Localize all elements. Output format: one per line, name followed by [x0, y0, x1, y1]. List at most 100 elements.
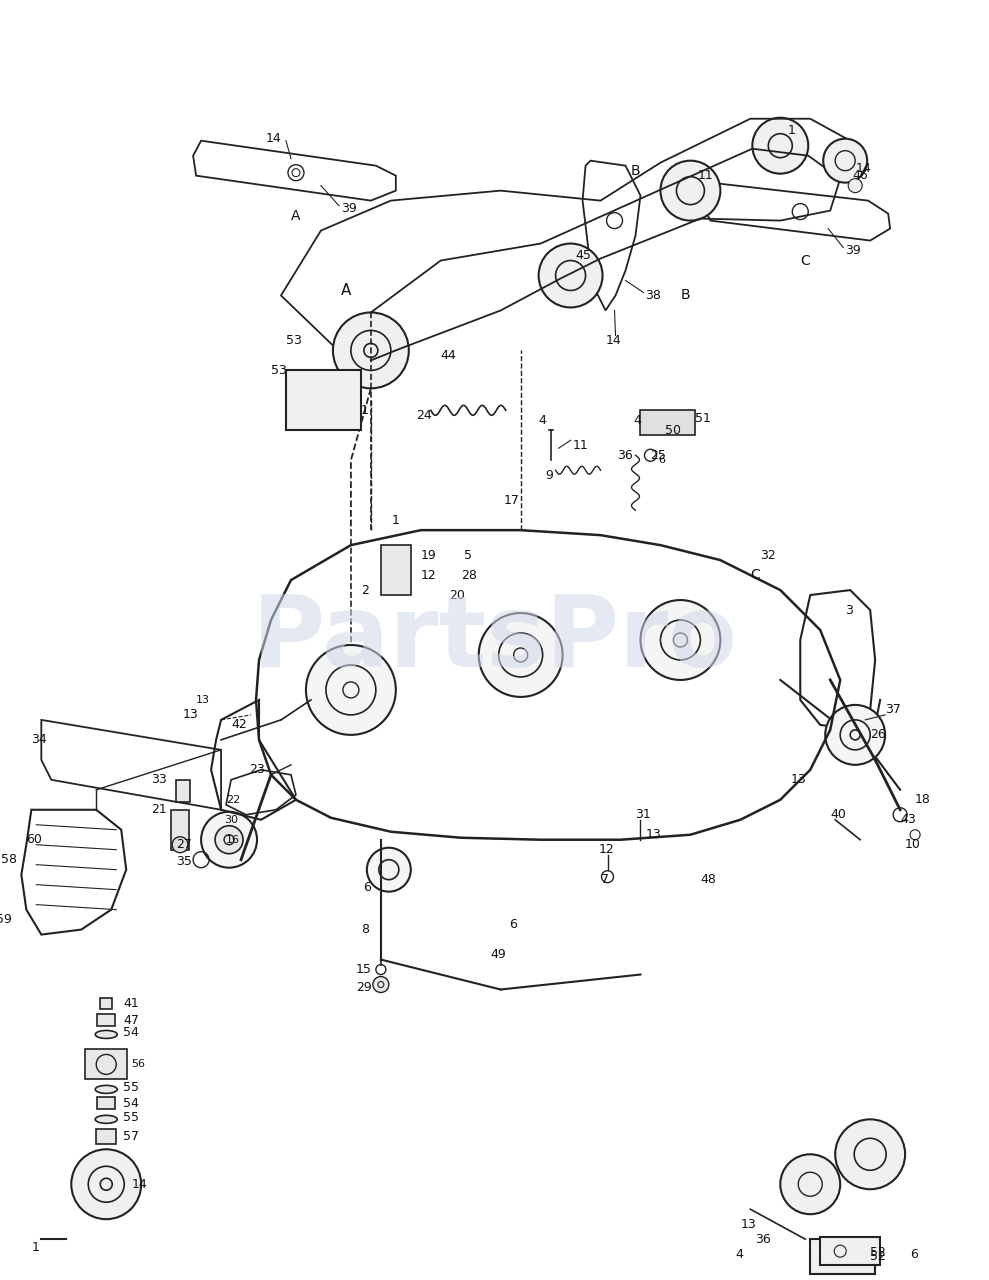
Circle shape: [172, 837, 188, 852]
Circle shape: [306, 645, 396, 735]
Bar: [97, 1097, 116, 1110]
Text: 47: 47: [124, 1014, 139, 1027]
Text: 35: 35: [176, 855, 192, 868]
Circle shape: [333, 312, 408, 388]
Text: 38: 38: [646, 289, 662, 302]
Text: C: C: [751, 568, 761, 582]
Circle shape: [836, 1119, 905, 1189]
Circle shape: [539, 243, 602, 307]
Text: 11: 11: [573, 439, 588, 452]
Text: 6: 6: [363, 881, 371, 895]
Text: 36: 36: [617, 449, 633, 462]
Text: 51: 51: [695, 412, 711, 425]
Bar: [176, 780, 190, 801]
Text: 55: 55: [124, 1080, 139, 1094]
Text: 42: 42: [231, 718, 247, 731]
Text: 27: 27: [176, 838, 192, 851]
Bar: [85, 1050, 128, 1079]
Text: 57: 57: [124, 1130, 139, 1143]
Text: 18: 18: [915, 794, 931, 806]
Text: 4: 4: [736, 1248, 743, 1261]
Circle shape: [479, 613, 563, 696]
Bar: [810, 1239, 875, 1274]
Text: 59: 59: [0, 913, 12, 927]
Text: 26: 26: [870, 728, 886, 741]
Circle shape: [849, 179, 862, 192]
Text: 12: 12: [598, 844, 614, 856]
Text: 41: 41: [124, 997, 139, 1010]
Text: 23: 23: [249, 763, 265, 776]
Text: 46: 46: [853, 169, 868, 182]
Text: 43: 43: [900, 813, 916, 827]
Text: 45: 45: [576, 250, 591, 262]
Text: 52: 52: [870, 1245, 886, 1258]
Text: 12: 12: [420, 568, 436, 581]
Text: 5: 5: [464, 549, 472, 562]
Text: 6: 6: [508, 918, 516, 931]
Bar: [171, 810, 189, 850]
Text: 10: 10: [905, 838, 921, 851]
Ellipse shape: [95, 1115, 118, 1124]
Text: A: A: [341, 283, 351, 298]
Text: 1: 1: [392, 513, 400, 526]
Bar: [641, 411, 695, 435]
Text: 13: 13: [196, 695, 210, 705]
Text: 6: 6: [659, 456, 666, 465]
Text: 14: 14: [266, 132, 282, 145]
Text: 31: 31: [636, 808, 651, 822]
Text: 19: 19: [420, 549, 436, 562]
Circle shape: [201, 812, 257, 868]
Circle shape: [661, 161, 720, 220]
Text: 20: 20: [449, 589, 465, 602]
Text: 53: 53: [271, 364, 287, 376]
Circle shape: [373, 977, 389, 992]
Ellipse shape: [95, 1085, 118, 1093]
Text: 52: 52: [870, 1249, 886, 1262]
Text: PartsPro: PartsPro: [252, 591, 738, 689]
Circle shape: [71, 1149, 141, 1219]
Text: 28: 28: [461, 568, 477, 581]
Text: 1: 1: [787, 124, 795, 137]
Text: 14: 14: [132, 1178, 147, 1190]
Text: 17: 17: [503, 494, 519, 507]
Bar: [820, 1238, 880, 1265]
Text: 9: 9: [546, 468, 554, 481]
Circle shape: [215, 826, 243, 854]
Text: 60: 60: [27, 833, 43, 846]
Text: 11: 11: [697, 169, 713, 182]
Text: 4: 4: [539, 413, 547, 426]
Text: 4: 4: [634, 413, 642, 426]
Text: 13: 13: [790, 773, 806, 786]
Text: 48: 48: [700, 873, 716, 886]
Text: 39: 39: [341, 202, 357, 215]
Text: 25: 25: [651, 449, 667, 462]
Text: B: B: [631, 164, 640, 178]
Bar: [381, 545, 410, 595]
Text: 55: 55: [124, 1111, 139, 1124]
Text: C: C: [800, 253, 810, 268]
Text: 53: 53: [286, 334, 302, 347]
Circle shape: [641, 600, 720, 680]
Bar: [96, 1129, 117, 1144]
Text: 29: 29: [356, 980, 372, 995]
Text: 54: 54: [124, 1027, 139, 1039]
Circle shape: [753, 118, 808, 174]
Text: 40: 40: [830, 808, 847, 822]
Text: 56: 56: [132, 1060, 145, 1069]
Text: A: A: [291, 209, 301, 223]
Circle shape: [780, 1155, 841, 1215]
Text: 21: 21: [151, 804, 167, 817]
Text: 34: 34: [32, 733, 47, 746]
Text: 1: 1: [361, 403, 369, 417]
Circle shape: [823, 138, 867, 183]
Text: 58: 58: [1, 854, 18, 867]
Text: 33: 33: [151, 773, 167, 786]
Text: 24: 24: [415, 408, 431, 422]
Text: B: B: [680, 288, 690, 302]
Text: 22: 22: [226, 795, 240, 805]
Text: 44: 44: [441, 349, 457, 362]
Circle shape: [308, 385, 338, 415]
Text: 16: 16: [226, 835, 240, 845]
Text: 14: 14: [855, 163, 871, 175]
Circle shape: [825, 705, 885, 765]
